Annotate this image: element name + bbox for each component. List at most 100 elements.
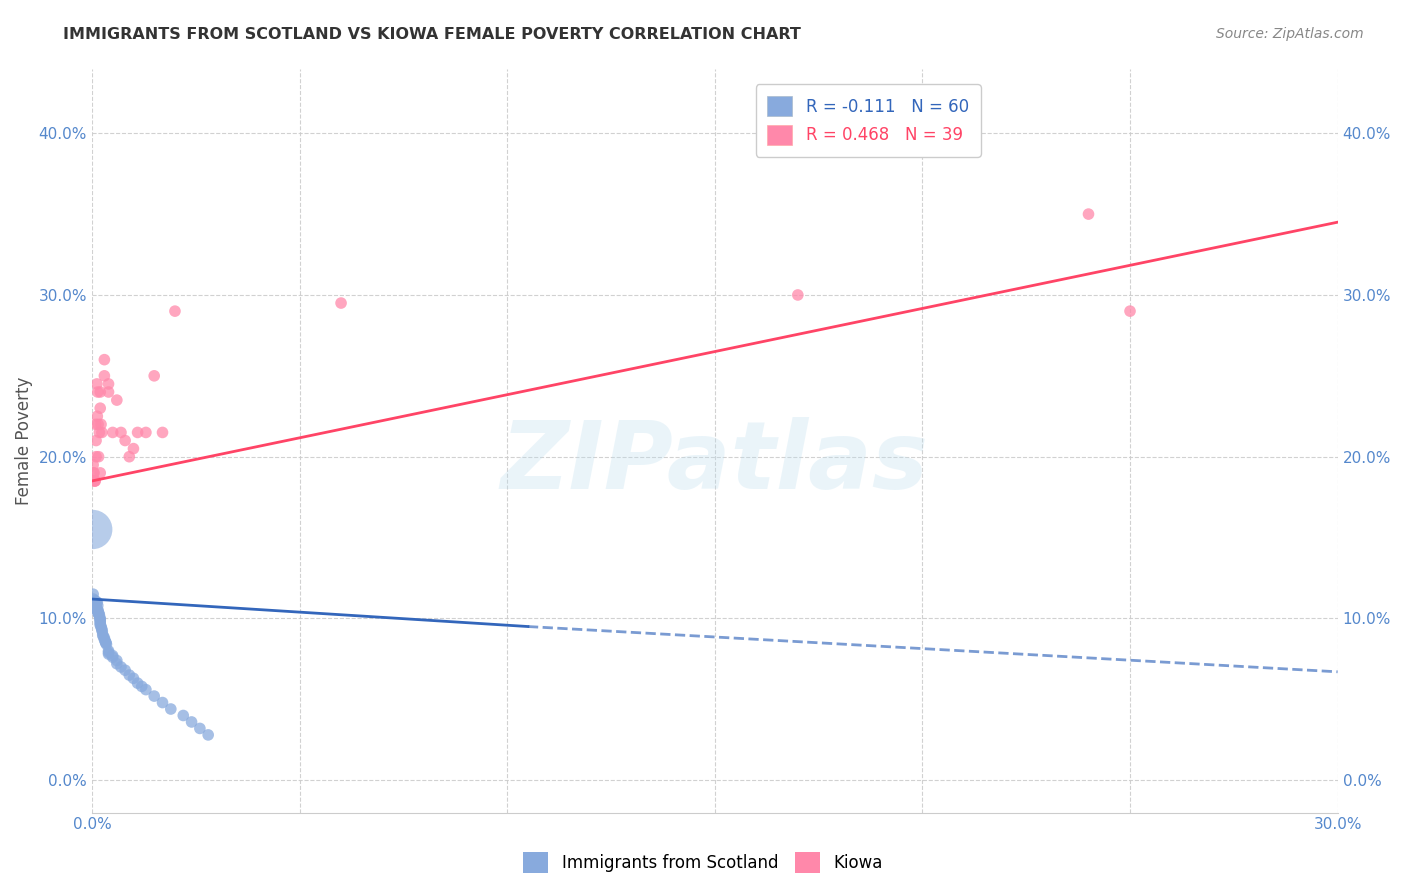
Point <box>97 644 120 658</box>
Point <box>83 466 105 480</box>
Point <box>105 653 128 667</box>
Point <box>84 450 107 464</box>
Point <box>122 442 145 456</box>
Point <box>84 474 107 488</box>
Point <box>84 600 107 615</box>
Point <box>127 676 149 690</box>
Text: Source: ZipAtlas.com: Source: ZipAtlas.com <box>1216 27 1364 41</box>
Point <box>87 603 110 617</box>
Point <box>180 714 202 729</box>
Text: IMMIGRANTS FROM SCOTLAND VS KIOWA FEMALE POVERTY CORRELATION CHART: IMMIGRANTS FROM SCOTLAND VS KIOWA FEMALE… <box>63 27 801 42</box>
Point <box>84 593 107 607</box>
Point <box>83 595 105 609</box>
Point <box>84 434 107 448</box>
Y-axis label: Female Poverty: Female Poverty <box>15 376 32 505</box>
Point <box>89 613 111 627</box>
Point <box>91 624 114 639</box>
Point <box>114 434 136 448</box>
Point <box>143 689 166 703</box>
Point <box>159 702 181 716</box>
Point <box>90 623 112 637</box>
Point <box>91 629 114 643</box>
Point <box>135 425 157 440</box>
Point <box>93 368 115 383</box>
Point <box>89 384 111 399</box>
Point <box>97 376 120 391</box>
Point <box>82 592 104 607</box>
Point <box>105 393 128 408</box>
Point <box>87 607 110 621</box>
Point <box>93 352 115 367</box>
Point <box>89 611 111 625</box>
Point <box>89 611 111 625</box>
Point <box>87 384 110 399</box>
Point <box>94 636 117 650</box>
Point <box>105 657 128 671</box>
Point <box>84 595 107 609</box>
Point <box>110 660 132 674</box>
Point <box>90 621 112 635</box>
Point <box>1077 207 1099 221</box>
Point <box>118 450 141 464</box>
Point <box>127 425 149 440</box>
Point <box>118 668 141 682</box>
Point <box>786 288 808 302</box>
Text: ZIPatlas: ZIPatlas <box>501 417 929 508</box>
Point <box>143 368 166 383</box>
Point <box>83 466 105 480</box>
Point <box>101 425 124 440</box>
Point <box>93 632 115 647</box>
Point <box>122 671 145 685</box>
Point <box>87 599 110 613</box>
Point <box>84 597 107 611</box>
Point <box>94 636 117 650</box>
Point <box>87 607 110 621</box>
Point <box>87 607 110 621</box>
Point <box>86 409 108 424</box>
Point <box>89 466 111 480</box>
Point <box>89 608 111 623</box>
Point <box>131 679 153 693</box>
Point <box>89 401 111 416</box>
Point <box>86 603 108 617</box>
Point <box>96 637 118 651</box>
Legend: Immigrants from Scotland, Kiowa: Immigrants from Scotland, Kiowa <box>517 846 889 880</box>
Point <box>152 696 174 710</box>
Point <box>90 425 112 440</box>
Point <box>91 627 114 641</box>
Point <box>330 296 353 310</box>
Point <box>101 650 124 665</box>
Point <box>84 595 107 609</box>
Point <box>94 634 117 648</box>
Point <box>89 618 111 632</box>
Point <box>82 523 104 537</box>
Point <box>86 603 108 617</box>
Point <box>97 645 120 659</box>
Point <box>84 417 107 432</box>
Point <box>86 376 108 391</box>
Point <box>82 587 104 601</box>
Point <box>101 648 124 663</box>
Point <box>82 458 104 472</box>
Point <box>152 425 174 440</box>
Point <box>87 450 110 464</box>
Point <box>90 619 112 633</box>
Point <box>89 615 111 629</box>
Point <box>97 384 120 399</box>
Point <box>163 304 186 318</box>
Point <box>114 663 136 677</box>
Point <box>110 425 132 440</box>
Point <box>83 597 105 611</box>
Point <box>172 708 194 723</box>
Point <box>87 417 110 432</box>
Point <box>89 425 111 440</box>
Point <box>93 631 115 645</box>
Point <box>90 417 112 432</box>
Point <box>97 647 120 661</box>
Point <box>135 682 157 697</box>
Point <box>84 599 107 613</box>
Point <box>1119 304 1142 318</box>
Point <box>83 595 105 609</box>
Legend: R = -0.111   N = 60, R = 0.468   N = 39: R = -0.111 N = 60, R = 0.468 N = 39 <box>755 84 980 157</box>
Point <box>89 616 111 631</box>
